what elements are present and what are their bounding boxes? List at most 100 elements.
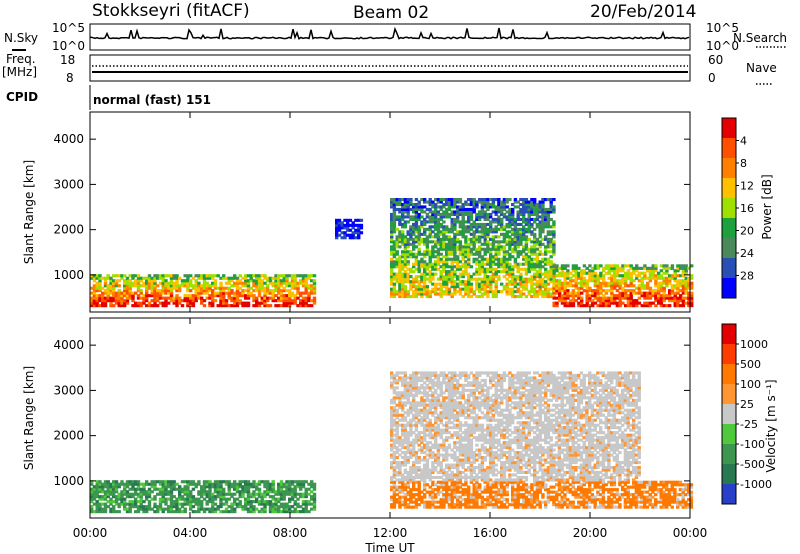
echo-cell <box>351 223 355 227</box>
echo-cell <box>414 503 419 507</box>
echo-cell <box>464 493 468 497</box>
echo-cell <box>279 294 284 298</box>
echo-cell <box>92 296 97 300</box>
echo-cell <box>541 280 545 284</box>
echo-cell <box>125 490 130 494</box>
echo-cell <box>189 296 193 300</box>
echo-cell <box>161 500 165 504</box>
echo-cell <box>274 502 278 506</box>
echo-cell <box>346 228 350 232</box>
echo-cell <box>442 500 446 504</box>
echo-cell <box>117 495 121 499</box>
echo-cell <box>224 281 229 285</box>
echo-cell <box>508 282 512 286</box>
echo-cell <box>145 279 149 283</box>
echo-cell <box>654 503 658 507</box>
echo-cell <box>577 281 581 285</box>
echo-cell <box>524 198 529 202</box>
echo-cell <box>524 495 529 499</box>
echo-cell <box>558 296 562 300</box>
echo-cell <box>489 280 493 284</box>
echo-cell <box>147 301 152 305</box>
echo-cell <box>403 483 408 487</box>
echo-cell <box>101 276 105 280</box>
echo-cell <box>618 284 622 288</box>
echo-cell <box>310 482 314 486</box>
echo-cell <box>401 237 405 241</box>
echo-cell <box>147 284 152 288</box>
echo-cell <box>277 289 281 293</box>
echo-cell <box>392 453 397 457</box>
echo-cell <box>191 497 196 501</box>
echo-cell <box>560 289 565 293</box>
echo-cell <box>409 252 413 256</box>
echo-cell <box>535 252 540 256</box>
echo-cell <box>483 488 487 492</box>
echo-cell <box>230 505 234 509</box>
echo-cell <box>494 485 498 489</box>
echo-cell <box>626 294 631 298</box>
echo-cell <box>285 296 289 300</box>
echo-cell <box>425 235 430 239</box>
echo-cell <box>478 230 482 234</box>
echo-cell <box>461 232 465 236</box>
echo-cell <box>621 480 625 484</box>
echo-cell <box>423 250 427 254</box>
echo-cell <box>467 485 471 489</box>
echo-cell <box>194 502 198 506</box>
echo-cell <box>681 269 686 273</box>
echo-cell <box>398 237 402 241</box>
echo-cell <box>255 274 259 278</box>
echo-cell <box>571 266 576 270</box>
echo-cell <box>128 289 132 293</box>
echo-cell <box>635 269 639 273</box>
echo-cell <box>546 210 551 214</box>
echo-cell <box>486 503 490 507</box>
echo-cell <box>610 299 614 303</box>
echo-cell <box>527 205 531 209</box>
echo-cell <box>577 276 581 280</box>
echo-cell <box>255 301 259 305</box>
echo-cell <box>582 498 586 502</box>
echo-cell <box>412 227 416 231</box>
echo-cell <box>398 203 402 207</box>
echo-cell <box>577 500 581 504</box>
echo-cell <box>191 505 196 509</box>
echo-cell <box>546 272 551 276</box>
echo-cell <box>164 507 168 511</box>
echo-cell <box>425 212 430 216</box>
echo-cell <box>227 490 231 494</box>
echo-cell <box>161 485 165 489</box>
echo-cell <box>681 274 686 278</box>
echo-cell <box>502 227 507 231</box>
echo-cell <box>183 480 187 484</box>
echo-cell <box>442 493 446 497</box>
echo-cell <box>134 304 138 308</box>
echo-cell <box>684 281 688 285</box>
echo-cell <box>398 198 402 202</box>
echo-cell <box>106 490 110 494</box>
echo-cell <box>527 250 531 254</box>
echo-cell <box>277 276 281 280</box>
echo-cell <box>296 510 300 514</box>
echo-cell <box>500 225 504 229</box>
echo-cell <box>147 279 152 283</box>
echo-cell <box>588 274 592 278</box>
echo-cell <box>555 269 559 273</box>
echo-cell <box>257 289 262 293</box>
echo-cell <box>406 493 410 497</box>
echo-cell <box>494 495 498 499</box>
echo-cell <box>464 280 468 284</box>
echo-cell <box>610 276 614 280</box>
echo-cell <box>450 257 454 261</box>
echo-cell <box>679 279 683 283</box>
echo-cell <box>439 205 443 209</box>
echo-cell <box>467 495 471 499</box>
echo-cell <box>403 503 408 507</box>
echo-cell <box>106 296 110 300</box>
echo-cell <box>414 210 419 214</box>
echo-cell <box>676 274 680 278</box>
echo-cell <box>494 282 498 286</box>
echo-cell <box>274 299 278 303</box>
echo-cell <box>472 257 476 261</box>
